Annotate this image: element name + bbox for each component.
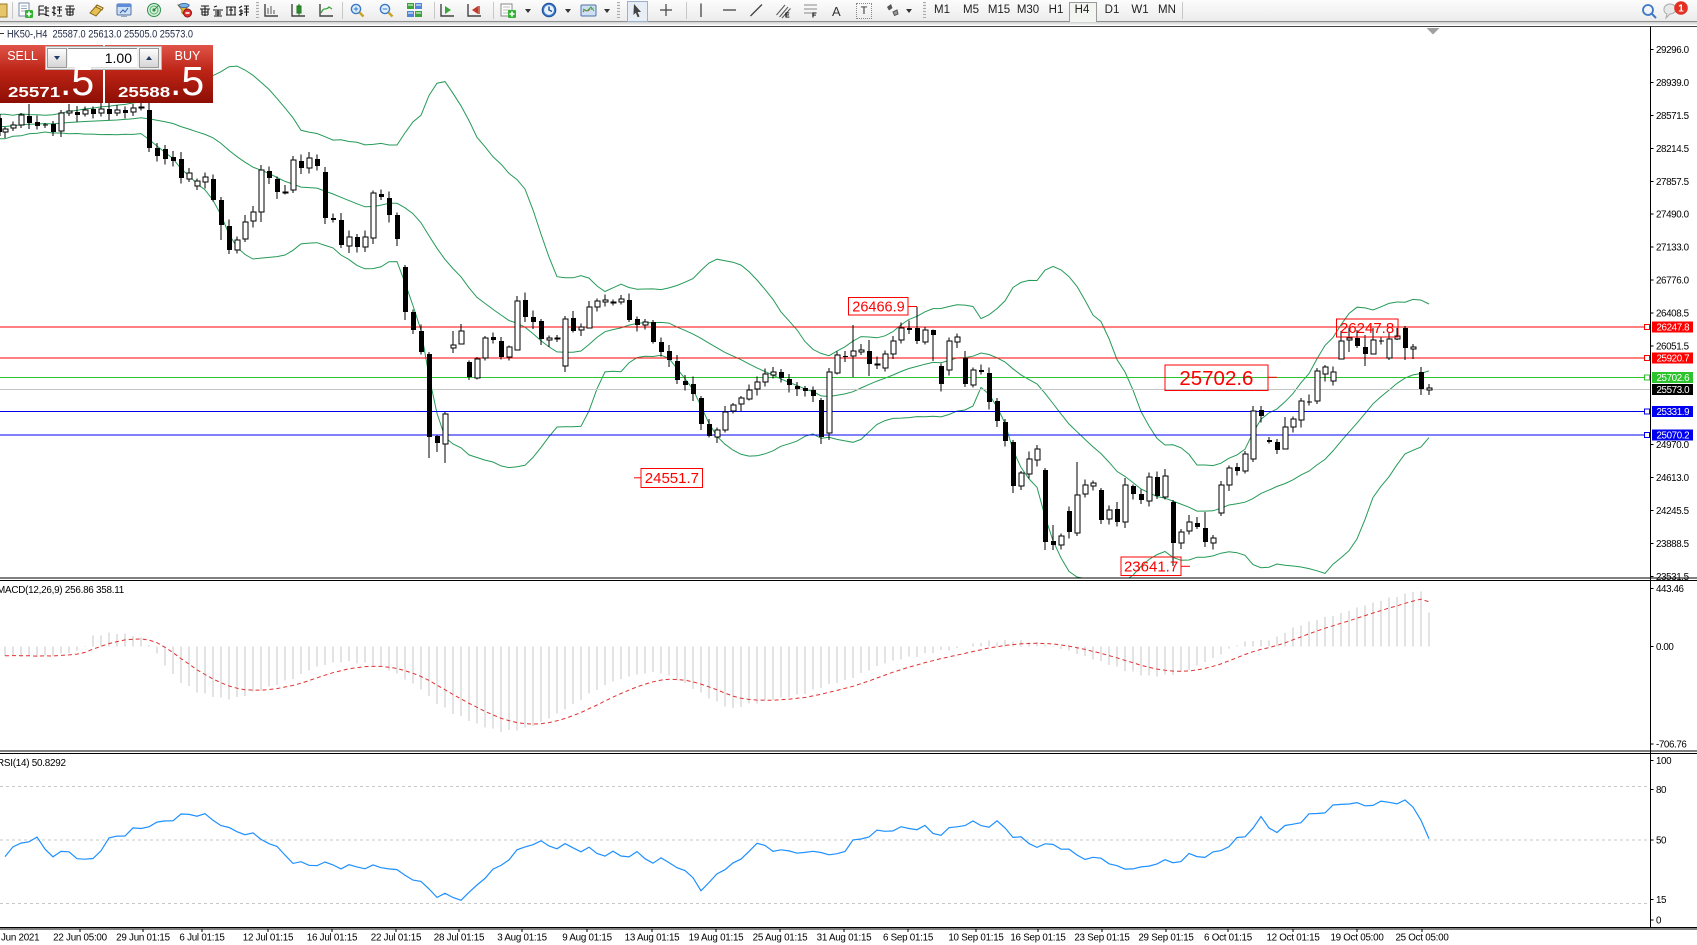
svg-text:0.00: 0.00 (1656, 642, 1674, 653)
svg-text:25 Aug 01:15: 25 Aug 01:15 (753, 932, 809, 943)
svg-text:25702.6: 25702.6 (1657, 373, 1691, 384)
svg-text:9 Aug 01:15: 9 Aug 01:15 (562, 932, 612, 943)
svg-text:6 Oct 01:15: 6 Oct 01:15 (1204, 932, 1253, 943)
svg-text:29 Sep 01:15: 29 Sep 01:15 (1138, 932, 1194, 943)
svg-text:6 Sep 01:15: 6 Sep 01:15 (883, 932, 934, 943)
svg-text:28571.5: 28571.5 (1656, 111, 1690, 122)
svg-text:26247.8: 26247.8 (1340, 320, 1394, 337)
svg-text:23641.7: 23641.7 (1124, 559, 1178, 576)
svg-text:3 Aug 01:15: 3 Aug 01:15 (497, 932, 547, 943)
svg-text:29 Jun 01:15: 29 Jun 01:15 (116, 932, 170, 943)
svg-text:MACD(12,26,9) 256.86 358.11: MACD(12,26,9) 256.86 358.11 (0, 585, 125, 596)
svg-text:25920.7: 25920.7 (1657, 353, 1690, 364)
svg-text:28 Jul 01:15: 28 Jul 01:15 (434, 932, 485, 943)
svg-text:25 Oct 05:00: 25 Oct 05:00 (1395, 932, 1449, 943)
svg-text:25702.6: 25702.6 (1179, 367, 1253, 390)
svg-text:25331.9: 25331.9 (1657, 407, 1690, 418)
svg-text:23531.5: 23531.5 (1656, 572, 1690, 583)
svg-text:RSI(14) 50.8292: RSI(14) 50.8292 (0, 758, 66, 769)
svg-text:25070.2: 25070.2 (1657, 431, 1690, 442)
svg-text:23 Sep 01:15: 23 Sep 01:15 (1074, 932, 1130, 943)
svg-text:26051.5: 26051.5 (1656, 341, 1690, 352)
svg-text:Jun 2021: Jun 2021 (1, 932, 39, 943)
svg-text:24551.7: 24551.7 (645, 470, 699, 487)
svg-text:26247.8: 26247.8 (1657, 323, 1691, 334)
svg-text:12 Jul 01:15: 12 Jul 01:15 (243, 932, 294, 943)
svg-text:1: 1 (1678, 4, 1684, 15)
svg-text:19 Oct 05:00: 19 Oct 05:00 (1330, 932, 1384, 943)
svg-text:16 Jul 01:15: 16 Jul 01:15 (307, 932, 358, 943)
svg-text:10 Sep 01:15: 10 Sep 01:15 (948, 932, 1004, 943)
svg-text:F: F (812, 13, 817, 20)
svg-text:6 Jul 01:15: 6 Jul 01:15 (179, 932, 225, 943)
svg-text:24613.0: 24613.0 (1656, 473, 1690, 484)
svg-text:HK50-,H4 25587.0 25613.0 2550: HK50-,H4 25587.0 25613.0 25505.0 25573.0 (7, 28, 193, 40)
svg-text:16 Sep 01:15: 16 Sep 01:15 (1010, 932, 1066, 943)
svg-text:26776.0: 26776.0 (1656, 276, 1690, 287)
svg-text:22 Jun 05:00: 22 Jun 05:00 (53, 932, 107, 943)
svg-text:100: 100 (1656, 756, 1672, 767)
svg-text:E: E (785, 13, 790, 20)
svg-text:22 Jul 01:15: 22 Jul 01:15 (371, 932, 422, 943)
svg-text:27133.0: 27133.0 (1656, 243, 1690, 254)
svg-text:12 Oct 01:15: 12 Oct 01:15 (1266, 932, 1320, 943)
svg-text:28939.0: 28939.0 (1656, 78, 1690, 89)
svg-text:27490.0: 27490.0 (1656, 210, 1690, 221)
svg-text:0: 0 (1656, 915, 1662, 926)
svg-text:15: 15 (1656, 895, 1667, 906)
svg-text:26408.5: 26408.5 (1656, 309, 1690, 320)
svg-text:19 Aug 01:15: 19 Aug 01:15 (689, 932, 745, 943)
svg-text:50: 50 (1656, 835, 1667, 846)
svg-text:80: 80 (1656, 785, 1667, 796)
svg-text:23888.5: 23888.5 (1656, 539, 1690, 550)
svg-text:26466.9: 26466.9 (852, 299, 904, 315)
svg-text:24245.5: 24245.5 (1656, 506, 1690, 517)
svg-text:27857.5: 27857.5 (1656, 177, 1690, 188)
svg-text:443.46: 443.46 (1656, 584, 1685, 595)
svg-text:13 Aug 01:15: 13 Aug 01:15 (625, 932, 681, 943)
svg-text:31 Aug 01:15: 31 Aug 01:15 (817, 932, 873, 943)
svg-text:25573.0: 25573.0 (1657, 385, 1691, 396)
svg-text:-706.76: -706.76 (1656, 740, 1687, 751)
svg-text:28214.5: 28214.5 (1656, 144, 1690, 155)
svg-text:24970.0: 24970.0 (1656, 440, 1690, 451)
svg-text:29296.0: 29296.0 (1656, 45, 1690, 56)
